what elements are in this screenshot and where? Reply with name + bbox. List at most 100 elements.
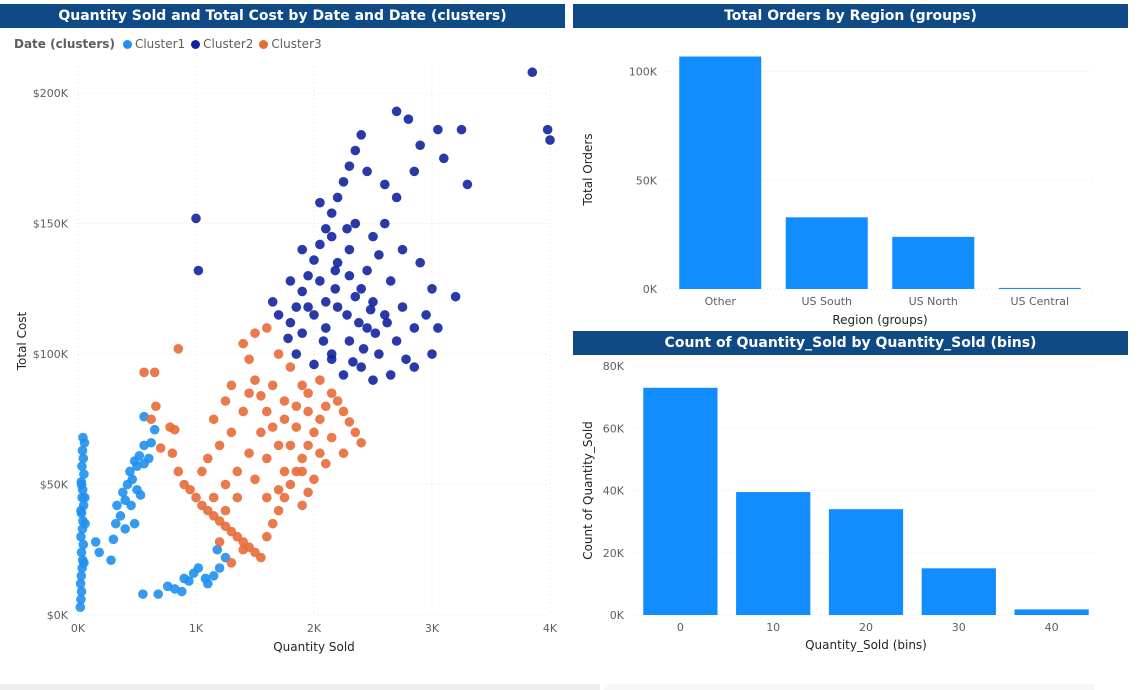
- scatter-point-cluster3[interactable]: [262, 492, 272, 503]
- scatter-point-cluster3[interactable]: [173, 344, 184, 354]
- scatter-point-cluster3[interactable]: [238, 338, 248, 349]
- scatter-point-cluster3[interactable]: [297, 453, 308, 464]
- scatter-point-cluster1[interactable]: [94, 547, 105, 558]
- scatter-point-cluster2[interactable]: [315, 276, 325, 286]
- scatter-point-cluster1[interactable]: [108, 534, 119, 545]
- scatter-point-cluster1[interactable]: [177, 586, 187, 597]
- scatter-point-cluster2[interactable]: [344, 161, 355, 171]
- scatter-point-cluster2[interactable]: [368, 375, 378, 385]
- scatter-point-cluster3[interactable]: [220, 479, 231, 490]
- scatter-point-cluster3[interactable]: [250, 328, 260, 338]
- scatter-point-cluster3[interactable]: [208, 492, 219, 503]
- scatter-point-cluster3[interactable]: [151, 401, 161, 412]
- scatter-point-cluster2[interactable]: [370, 328, 381, 338]
- scatter-point-cluster3[interactable]: [273, 484, 284, 495]
- scatter-point-cluster3[interactable]: [350, 427, 361, 438]
- scatter-point-cluster3[interactable]: [309, 474, 319, 485]
- scatter-point-cluster2[interactable]: [326, 354, 337, 365]
- scatter-point-cluster1[interactable]: [126, 500, 136, 511]
- scatter-point-cluster2[interactable]: [415, 257, 426, 268]
- scatter-point-cluster3[interactable]: [326, 388, 337, 398]
- scatter-point-cluster2[interactable]: [318, 336, 329, 346]
- scatter-point-cluster2[interactable]: [283, 333, 293, 344]
- scatter-point-cluster2[interactable]: [362, 166, 372, 177]
- scatter-point-cluster2[interactable]: [542, 124, 553, 135]
- scatter-point-cluster2[interactable]: [527, 67, 538, 78]
- scatter-point-cluster1[interactable]: [78, 539, 89, 550]
- scatter-point-cluster3[interactable]: [291, 422, 302, 432]
- scatter-point-cluster1[interactable]: [79, 558, 89, 568]
- scatter-point-cluster2[interactable]: [338, 370, 349, 380]
- scatter-point-cluster3[interactable]: [262, 453, 272, 464]
- bar-us-south[interactable]: [785, 217, 868, 289]
- scatter-point-cluster3[interactable]: [149, 367, 160, 378]
- scatter-point-cluster3[interactable]: [167, 448, 178, 459]
- scatter-point-cluster3[interactable]: [267, 518, 278, 529]
- scatter-point-cluster3[interactable]: [279, 396, 290, 406]
- scatter-point-cluster2[interactable]: [309, 255, 319, 265]
- scatter-point-cluster3[interactable]: [315, 414, 325, 425]
- bar-us-north[interactable]: [892, 236, 975, 289]
- scatter-point-cluster2[interactable]: [374, 250, 384, 260]
- scatter-point-cluster3[interactable]: [303, 440, 313, 451]
- scatter-point-cluster3[interactable]: [173, 466, 184, 477]
- scatter-point-cluster2[interactable]: [350, 218, 361, 229]
- scatter-point-cluster2[interactable]: [191, 213, 201, 224]
- scatter-point-cluster2[interactable]: [342, 223, 352, 234]
- scatter-point-cluster3[interactable]: [285, 362, 296, 372]
- scatter-point-cluster3[interactable]: [262, 406, 272, 417]
- scatter-point-cluster3[interactable]: [279, 492, 290, 503]
- scatter-point-cluster2[interactable]: [338, 177, 349, 187]
- scatter-point-cluster3[interactable]: [169, 424, 180, 435]
- scatter-point-cluster2[interactable]: [321, 223, 331, 234]
- scatter-point-cluster2[interactable]: [403, 114, 414, 124]
- scatter-point-cluster2[interactable]: [374, 349, 384, 359]
- scatter-point-cluster2[interactable]: [391, 336, 402, 346]
- scatter-point-cluster3[interactable]: [309, 427, 319, 438]
- scatter-point-cluster1[interactable]: [115, 511, 126, 521]
- scatter-point-cluster3[interactable]: [256, 427, 266, 438]
- bar-us-central[interactable]: [998, 287, 1081, 289]
- scatter-point-cluster3[interactable]: [226, 558, 237, 568]
- scatter-point-cluster1[interactable]: [75, 578, 86, 589]
- scatter-point-cluster2[interactable]: [365, 304, 376, 315]
- scatter-point-cluster1[interactable]: [193, 563, 204, 573]
- scatter-point-cluster3[interactable]: [279, 466, 290, 477]
- scatter-point-cluster2[interactable]: [285, 276, 296, 286]
- scatter-point-cluster1[interactable]: [80, 492, 90, 503]
- scatter-point-cluster3[interactable]: [238, 406, 248, 417]
- scatter-point-cluster1[interactable]: [208, 571, 219, 581]
- scatter-point-cluster3[interactable]: [146, 414, 156, 425]
- scatter-point-cluster2[interactable]: [456, 124, 467, 135]
- scatter-point-cluster2[interactable]: [350, 145, 361, 156]
- scatter-point-cluster3[interactable]: [321, 401, 331, 412]
- scatter-point-cluster3[interactable]: [321, 458, 331, 469]
- scatter-point-cluster3[interactable]: [244, 354, 254, 365]
- scatter-point-cluster3[interactable]: [267, 422, 278, 432]
- scatter-point-cluster1[interactable]: [80, 518, 90, 529]
- scatter-point-cluster2[interactable]: [409, 166, 420, 177]
- scatter-point-cluster2[interactable]: [450, 291, 461, 302]
- scatter-point-cluster3[interactable]: [244, 388, 254, 398]
- scatter-point-cluster2[interactable]: [344, 244, 355, 255]
- scatter-point-cluster3[interactable]: [256, 552, 266, 563]
- scatter-point-cluster3[interactable]: [262, 531, 272, 542]
- scatter-point-cluster2[interactable]: [291, 302, 302, 312]
- scatter-point-cluster1[interactable]: [214, 563, 225, 573]
- scatter-point-cluster3[interactable]: [267, 380, 278, 391]
- scatter-point-cluster3[interactable]: [315, 375, 325, 385]
- scatter-point-cluster2[interactable]: [385, 276, 396, 286]
- scatter-point-cluster1[interactable]: [118, 487, 128, 498]
- scatter-point-cluster3[interactable]: [285, 440, 296, 451]
- scatter-point-cluster3[interactable]: [220, 396, 231, 406]
- scatter-chart[interactable]: 0K 1K 2K 3K 4K $0K $50K $100K $150K $200K Quantity…: [0, 0, 568, 690]
- scatter-point-cluster2[interactable]: [297, 328, 308, 338]
- scatter-point-cluster2[interactable]: [354, 317, 364, 328]
- scatter-point-cluster2[interactable]: [348, 357, 358, 367]
- scatter-point-cluster3[interactable]: [285, 479, 296, 490]
- scatter-point-cluster3[interactable]: [303, 406, 313, 417]
- scatter-point-cluster2[interactable]: [409, 323, 420, 333]
- scatter-point-cluster2[interactable]: [427, 349, 437, 359]
- scatter-point-cluster3[interactable]: [226, 380, 237, 391]
- scatter-point-cluster2[interactable]: [332, 192, 343, 203]
